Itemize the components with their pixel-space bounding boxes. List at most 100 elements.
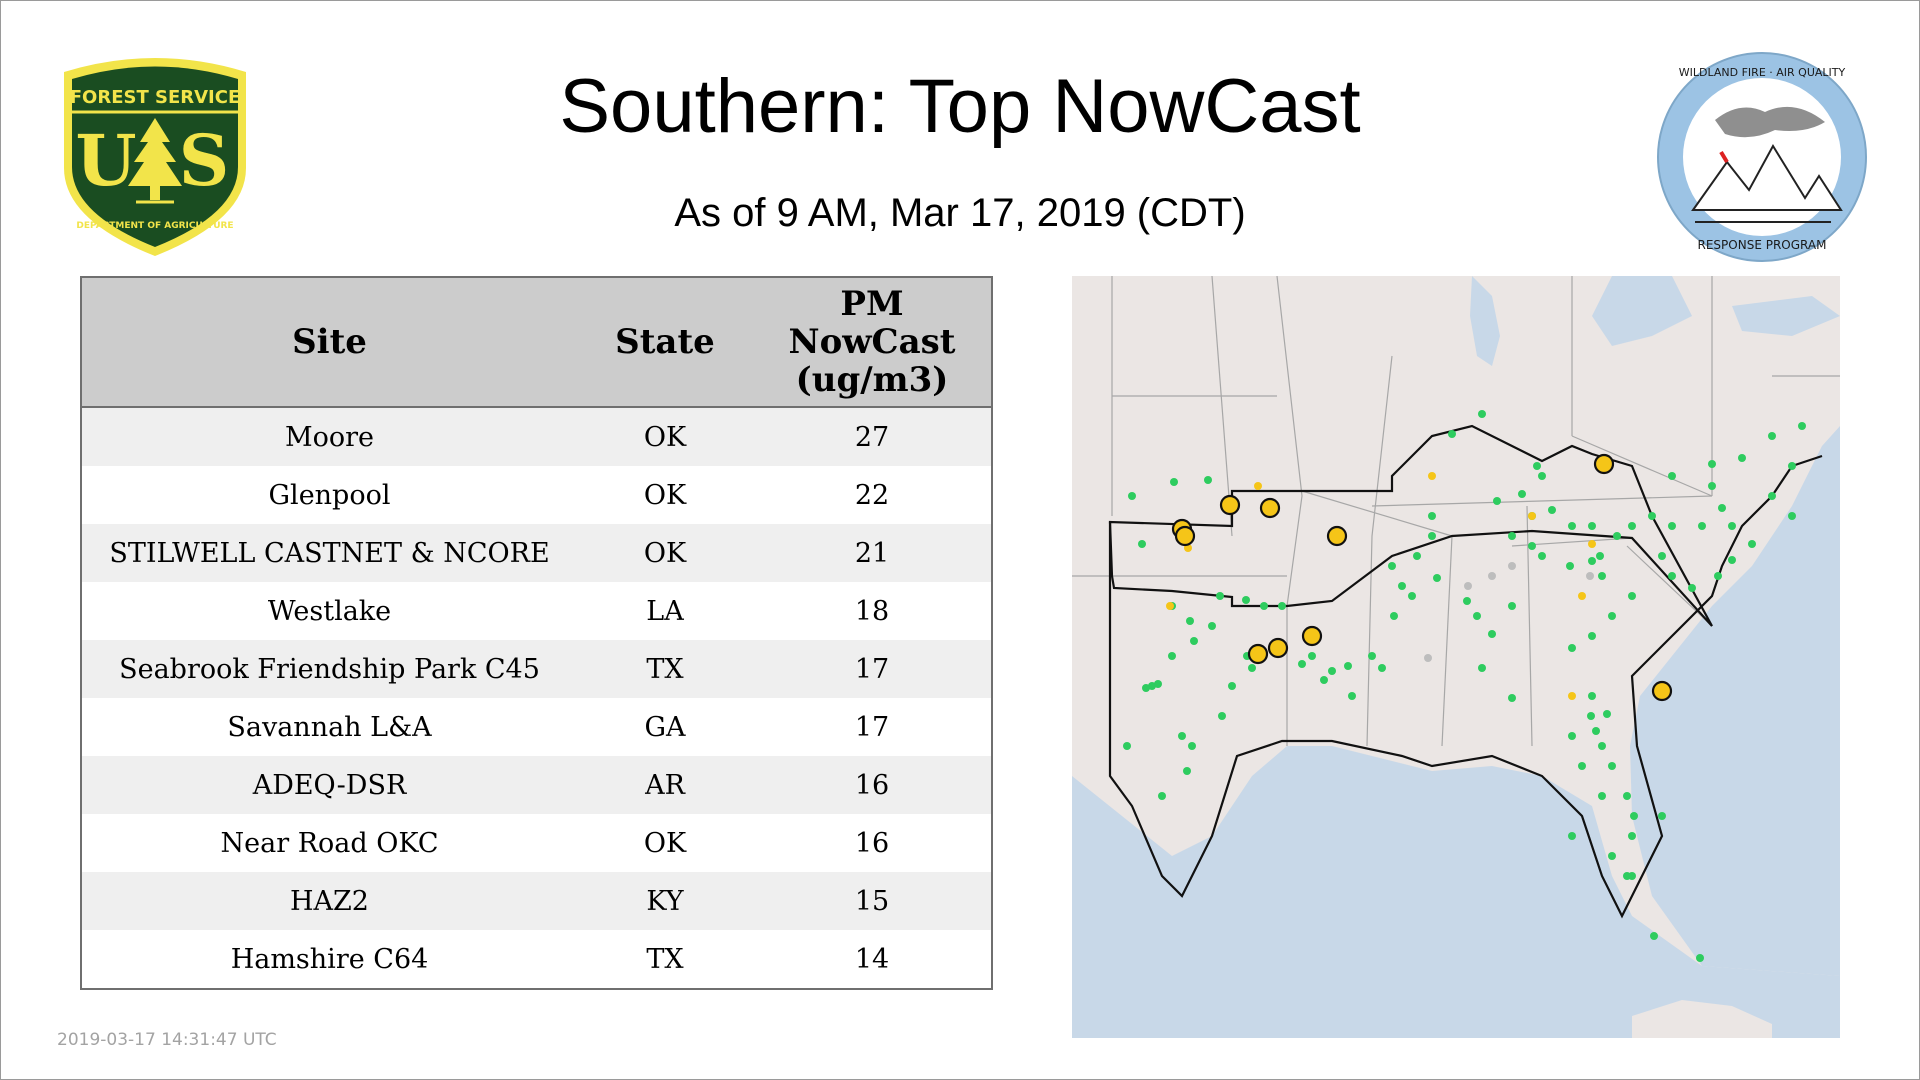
monitor-markers [1123, 410, 1806, 962]
good-marker [1408, 592, 1416, 600]
cell-site: ADEQ-DSR [81, 756, 577, 814]
mountains-icon [1691, 144, 1843, 211]
southern-coast [1108, 454, 1823, 919]
good-marker [1190, 637, 1198, 645]
table-row: Moore OK 27 [81, 407, 992, 466]
table-row: STILWELL CASTNET & NCORE OK 21 [81, 524, 992, 582]
cell-value: 21 [753, 524, 992, 582]
state-borders [1072, 276, 1840, 747]
table-row: ADEQ-DSR AR 16 [81, 756, 992, 814]
cell-site: Westlake [81, 582, 577, 640]
header-state: State [577, 277, 753, 408]
good-marker [1568, 522, 1576, 530]
good-marker [1463, 597, 1471, 605]
good-marker [1138, 540, 1146, 548]
gulf-water [1072, 746, 1840, 1038]
good-marker [1598, 572, 1606, 580]
moderate-marker [1528, 512, 1536, 520]
cell-value: 22 [753, 466, 992, 524]
cell-site: Glenpool [81, 466, 577, 524]
header-site: Site [81, 277, 577, 408]
cell-value: 17 [753, 640, 992, 698]
good-marker [1608, 612, 1616, 620]
good-marker [1648, 512, 1656, 520]
cuba-land [1632, 1000, 1772, 1038]
good-marker [1178, 732, 1186, 740]
good-marker [1344, 662, 1352, 670]
good-marker [1278, 602, 1286, 610]
cell-value: 16 [753, 756, 992, 814]
cell-value: 18 [753, 582, 992, 640]
top-site-marker [1174, 525, 1196, 547]
no-data-marker [1488, 572, 1496, 580]
header-pm-line2: NowCast [788, 322, 956, 362]
table-header-row: Site State PM NowCast (ug/m3) [81, 277, 992, 408]
table-row: HAZ2 KY 15 [81, 872, 992, 930]
top-site-marker [1326, 525, 1348, 547]
good-marker [1568, 832, 1576, 840]
good-marker [1588, 692, 1596, 700]
good-marker [1548, 506, 1556, 514]
cell-state: OK [577, 466, 753, 524]
table-row: Hamshire C64 TX 14 [81, 930, 992, 989]
cell-site: Near Road OKC [81, 814, 577, 872]
good-marker [1188, 742, 1196, 750]
good-marker [1533, 462, 1541, 470]
no-data-marker [1586, 572, 1594, 580]
good-marker [1518, 490, 1526, 498]
cell-state: AR [577, 756, 753, 814]
tree-icon [128, 118, 182, 200]
header-pm-line3: (ug/m3) [795, 360, 949, 400]
air-quality-map [1072, 276, 1840, 1038]
good-marker [1128, 492, 1136, 500]
cell-value: 15 [753, 872, 992, 930]
good-marker [1493, 497, 1501, 505]
cell-site: STILWELL CASTNET & NCORE [81, 524, 577, 582]
cell-state: TX [577, 930, 753, 989]
good-marker [1186, 617, 1194, 625]
good-marker [1398, 582, 1406, 590]
cell-site: HAZ2 [81, 872, 577, 930]
good-marker [1168, 652, 1176, 660]
forest-service-logo: FOREST SERVICE U S DEPARTMENT OF AGRICUL… [64, 58, 246, 256]
good-marker [1788, 512, 1796, 520]
good-marker [1204, 476, 1212, 484]
good-marker [1433, 574, 1441, 582]
good-marker [1668, 472, 1676, 480]
moderate-marker [1578, 592, 1586, 600]
moderate-marker [1166, 602, 1174, 610]
generated-timestamp: 2019-03-17 14:31:47 UTC [57, 1030, 277, 1050]
top-site-marker [1267, 637, 1289, 659]
good-marker [1668, 572, 1676, 580]
cell-state: OK [577, 524, 753, 582]
cell-state: GA [577, 698, 753, 756]
lake-ontario [1732, 296, 1840, 336]
good-marker [1170, 478, 1178, 486]
good-marker [1628, 592, 1636, 600]
good-marker [1630, 812, 1638, 820]
page-subtitle: As of 9 AM, Mar 17, 2019 (CDT) [674, 191, 1246, 235]
good-marker [1628, 522, 1636, 530]
good-marker [1508, 532, 1516, 540]
good-marker [1608, 762, 1616, 770]
good-marker [1588, 557, 1596, 565]
good-marker [1348, 692, 1356, 700]
logo-wf-top-text: WILDLAND FIRE · AIR QUALITY [1679, 66, 1846, 79]
cell-state: OK [577, 814, 753, 872]
good-marker [1328, 667, 1336, 675]
good-marker [1748, 540, 1756, 548]
good-marker [1448, 430, 1456, 438]
good-marker [1628, 832, 1636, 840]
good-marker [1390, 612, 1398, 620]
good-marker [1428, 512, 1436, 520]
good-marker [1578, 762, 1586, 770]
atlantic-water [1630, 426, 1840, 976]
good-marker [1658, 812, 1666, 820]
table-row: Westlake LA 18 [81, 582, 992, 640]
good-marker [1613, 532, 1621, 540]
good-marker [1598, 742, 1606, 750]
good-marker [1298, 660, 1306, 668]
header-pm: PM NowCast (ug/m3) [753, 277, 992, 408]
good-marker [1248, 664, 1256, 672]
no-data-marker [1508, 562, 1516, 570]
